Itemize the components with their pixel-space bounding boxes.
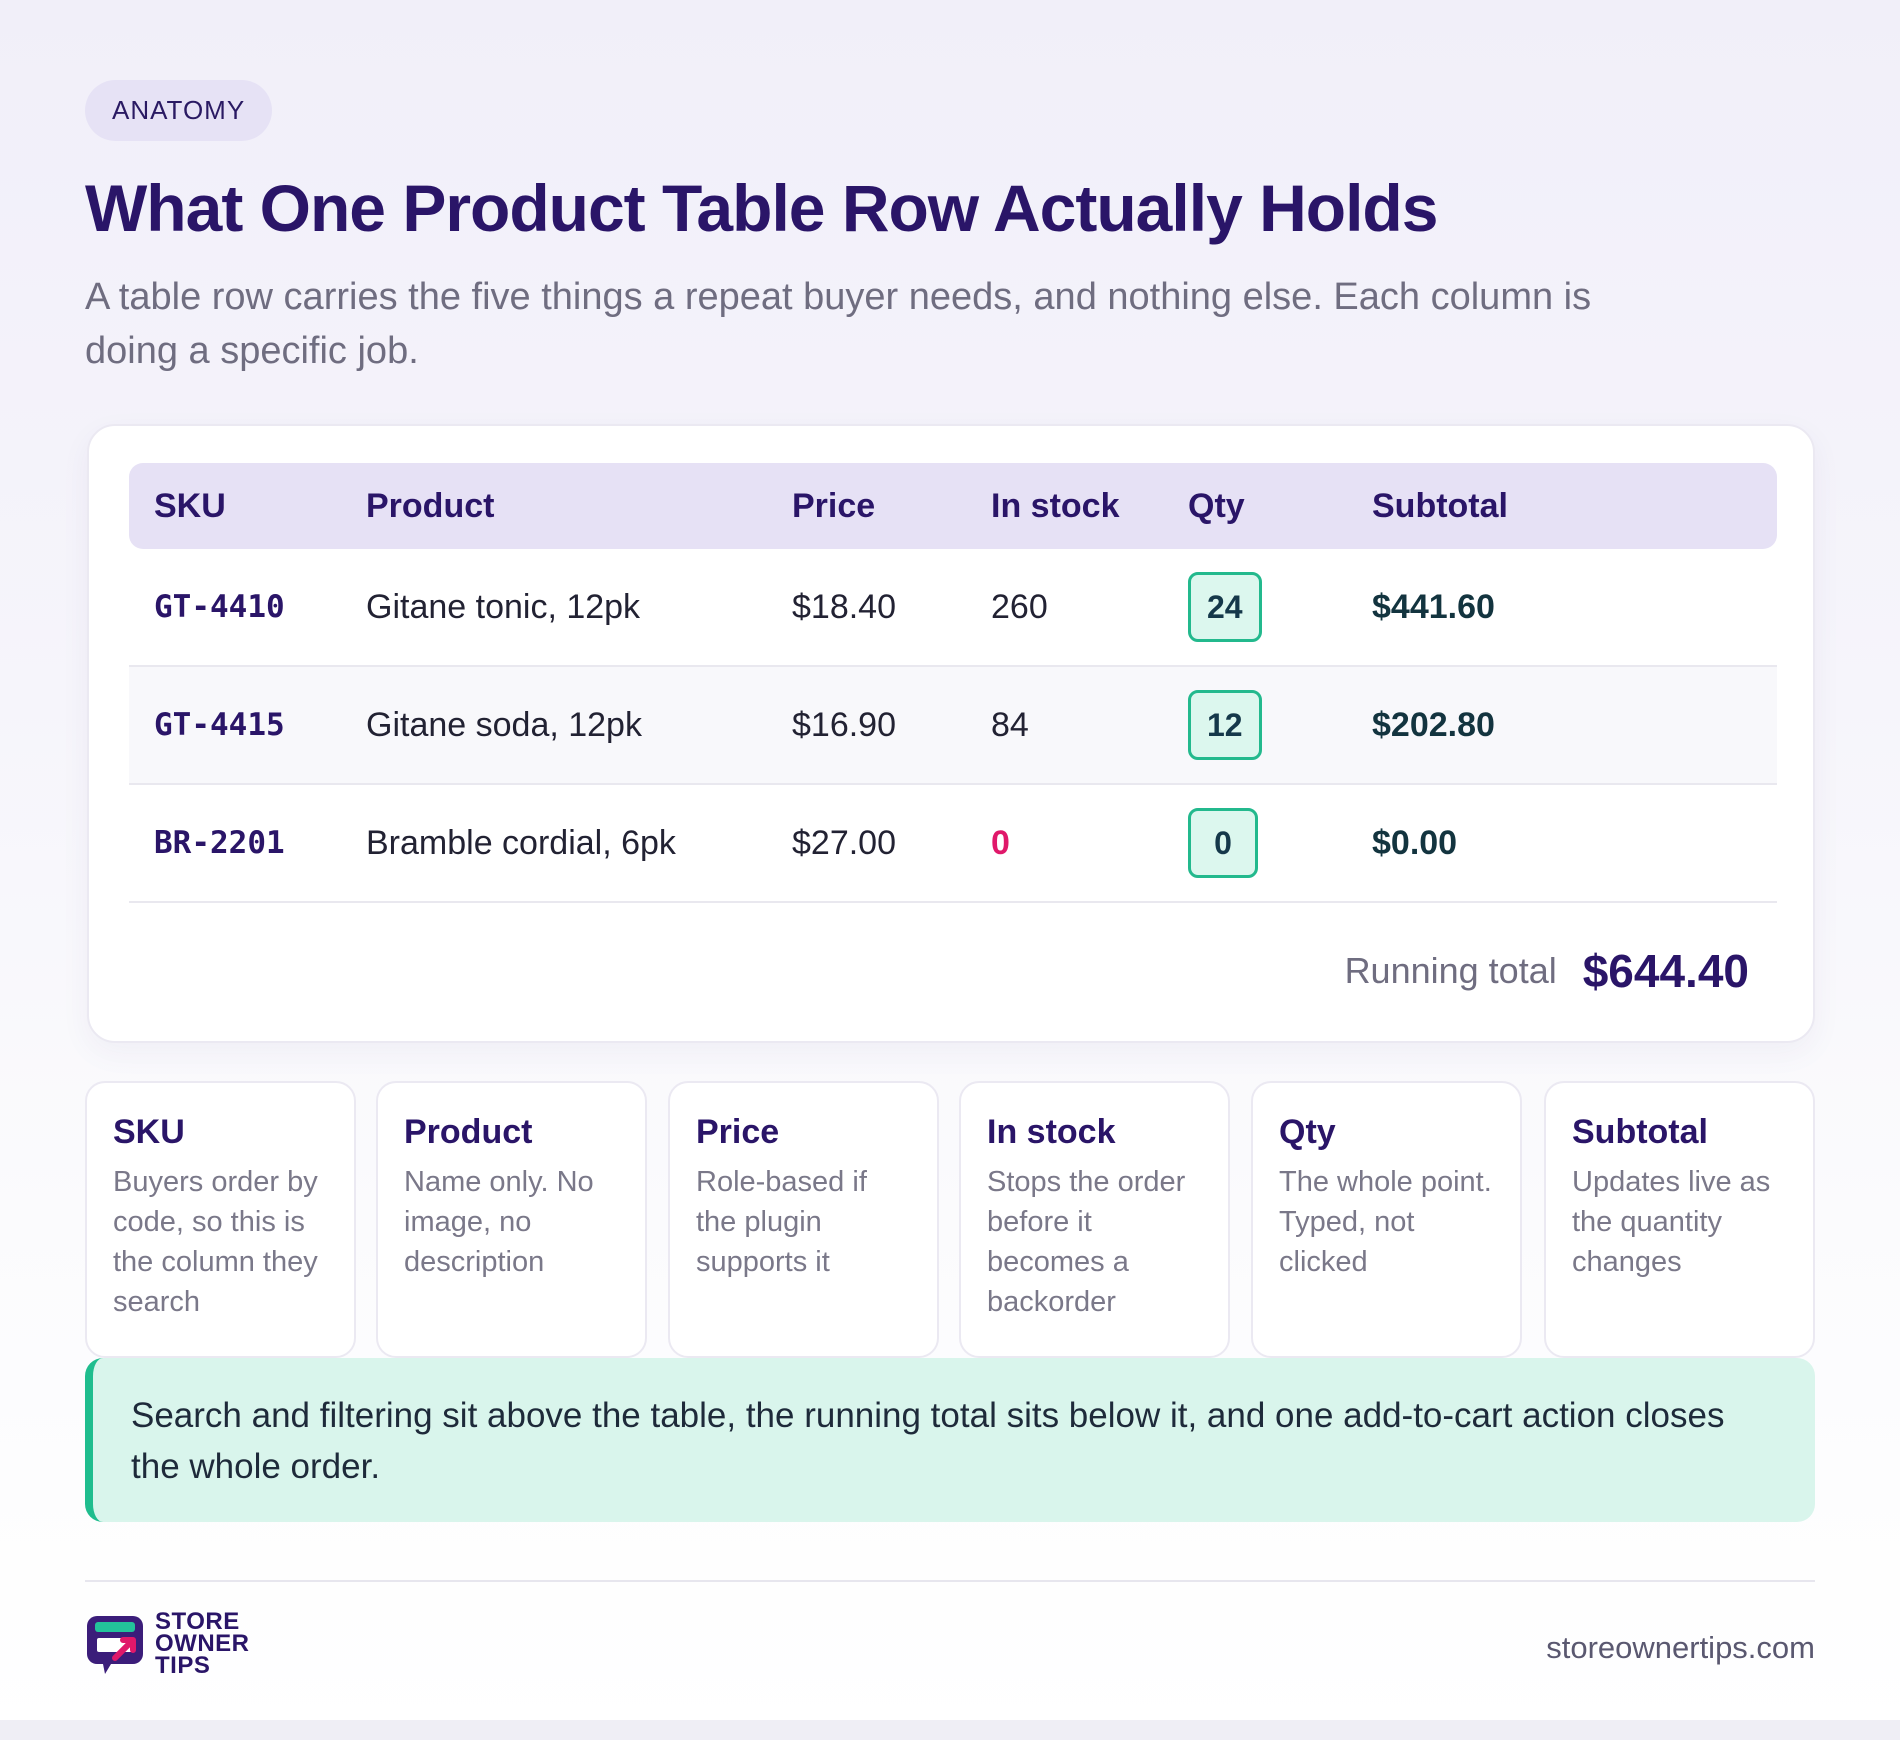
page-subtitle: A table row carries the five things a re…	[85, 276, 1592, 372]
card-title: Product	[404, 1113, 533, 1151]
qty-cell: 12	[1188, 667, 1262, 783]
header-sku: SKU	[154, 486, 226, 525]
running-total-value: $644.40	[1582, 945, 1749, 997]
card-title: Qty	[1279, 1113, 1336, 1151]
explainer-card-price: Price Role-based if the plugin supports …	[668, 1081, 939, 1358]
card-text: The whole point. Typed, not clicked	[1279, 1166, 1492, 1278]
price-cell: $27.00	[792, 823, 896, 862]
page-title: What One Product Table Row Actually Hold…	[85, 171, 1438, 245]
logo-line: TIPS	[155, 1652, 211, 1679]
price-cell: $16.90	[792, 705, 896, 744]
header-product: Product	[366, 486, 495, 525]
card-title: In stock	[987, 1113, 1116, 1151]
site-url-link[interactable]: storeownertips.com	[1546, 1630, 1815, 1665]
table-row: GT-4415 Gitane soda, 12pk $16.90 84 12 $…	[129, 667, 1777, 785]
product-cell: Gitane tonic, 12pk	[366, 587, 641, 626]
explainer-card-in-stock: In stock Stops the order before it becom…	[959, 1081, 1230, 1358]
table-row: GT-4410 Gitane tonic, 12pk $18.40 260 24…	[129, 549, 1777, 667]
stock-cell: 260	[991, 587, 1048, 626]
subtotal-cell: $202.80	[1372, 705, 1495, 744]
sku-cell: BR-2201	[154, 825, 285, 861]
card-text: Updates live as the quantity changes	[1572, 1166, 1771, 1278]
sku-cell: GT-4415	[154, 707, 285, 743]
stock-cell: 84	[991, 705, 1029, 744]
eyebrow-badge: ANATOMY	[85, 80, 273, 141]
product-cell: Gitane soda, 12pk	[366, 705, 642, 744]
header-qty: Qty	[1188, 486, 1245, 525]
logo-line: OWNER	[155, 1630, 250, 1657]
header-in-stock: In stock	[991, 486, 1120, 525]
subtotal-cell: $441.60	[1372, 587, 1495, 626]
running-total-label: Running total	[1344, 950, 1557, 991]
sku-cell: GT-4410	[154, 589, 285, 625]
storefront-icon	[85, 1612, 145, 1676]
table-row: BR-2201 Bramble cordial, 6pk $27.00 0 0 …	[129, 785, 1777, 903]
card-text: Buyers order by code, so this is the col…	[113, 1166, 318, 1318]
table-header: SKU Product Price In stock Qty Subtotal	[129, 463, 1777, 549]
explainer-card-subtotal: Subtotal Updates live as the quantity ch…	[1544, 1081, 1815, 1358]
logo-wordmark: STORE OWNER TIPS	[155, 1608, 250, 1679]
explainer-card-sku: SKU Buyers order by code, so this is the…	[85, 1081, 356, 1358]
card-text: Role-based if the plugin supports it	[696, 1166, 867, 1278]
explainer-card-product: Product Name only. No image, no descript…	[376, 1081, 647, 1358]
footer-divider	[85, 1580, 1815, 1582]
card-title: Price	[696, 1113, 780, 1151]
product-cell: Bramble cordial, 6pk	[366, 823, 676, 862]
stock-cell-out-of-stock: 0	[991, 823, 1010, 862]
qty-cell: 24	[1188, 549, 1262, 665]
quantity-input[interactable]: 12	[1188, 690, 1262, 760]
card-title: SKU	[113, 1113, 185, 1151]
card-text: Name only. No image, no description	[404, 1166, 594, 1278]
header-subtotal: Subtotal	[1372, 486, 1508, 525]
price-cell: $18.40	[792, 587, 896, 626]
bottom-strip	[0, 1720, 1900, 1740]
subtotal-cell: $0.00	[1372, 823, 1458, 862]
card-title: Subtotal	[1572, 1113, 1708, 1151]
quantity-input[interactable]: 0	[1188, 808, 1258, 878]
explainer-card-qty: Qty The whole point. Typed, not clicked	[1251, 1081, 1522, 1358]
card-text: Stops the order before it becomes a back…	[987, 1166, 1186, 1318]
summary-callout: Search and filtering sit above the table…	[85, 1358, 1815, 1522]
column-explainer-cards: SKU Buyers order by code, so this is the…	[85, 1081, 1815, 1358]
qty-cell: 0	[1188, 785, 1258, 901]
quantity-input[interactable]: 24	[1188, 572, 1262, 642]
running-total: Running total $644.40	[1345, 936, 1749, 1006]
store-owner-tips-logo[interactable]: STORE OWNER TIPS	[85, 1606, 265, 1682]
product-table-card: SKU Product Price In stock Qty Subtotal …	[87, 424, 1815, 1043]
logo-line: STORE	[155, 1608, 240, 1635]
header-price: Price	[792, 486, 876, 525]
